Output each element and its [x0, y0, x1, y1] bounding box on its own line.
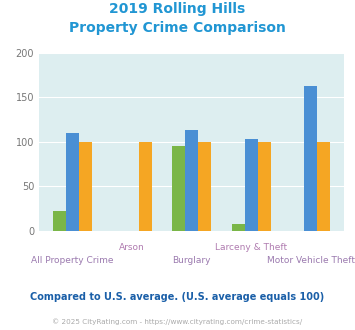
Text: Motor Vehicle Theft: Motor Vehicle Theft — [267, 256, 355, 265]
Text: Compared to U.S. average. (U.S. average equals 100): Compared to U.S. average. (U.S. average … — [31, 292, 324, 302]
Text: © 2025 CityRating.com - https://www.cityrating.com/crime-statistics/: © 2025 CityRating.com - https://www.city… — [53, 318, 302, 325]
Bar — [185, 130, 198, 231]
Bar — [172, 146, 185, 231]
Text: All Property Crime: All Property Crime — [31, 256, 114, 265]
Bar — [139, 142, 152, 231]
Text: Larceny & Theft: Larceny & Theft — [215, 243, 287, 251]
Bar — [79, 142, 92, 231]
Bar — [198, 142, 211, 231]
Text: 2019 Rolling Hills: 2019 Rolling Hills — [109, 2, 246, 16]
Text: Arson: Arson — [119, 243, 145, 251]
Bar — [245, 139, 258, 231]
Text: Burglary: Burglary — [173, 256, 211, 265]
Legend: Rolling Hills, California, National: Rolling Hills, California, National — [58, 329, 325, 330]
Bar — [231, 224, 245, 231]
Bar — [304, 86, 317, 231]
Bar — [258, 142, 271, 231]
Bar — [317, 142, 331, 231]
Bar — [53, 212, 66, 231]
Bar — [66, 133, 79, 231]
Text: Property Crime Comparison: Property Crime Comparison — [69, 21, 286, 35]
